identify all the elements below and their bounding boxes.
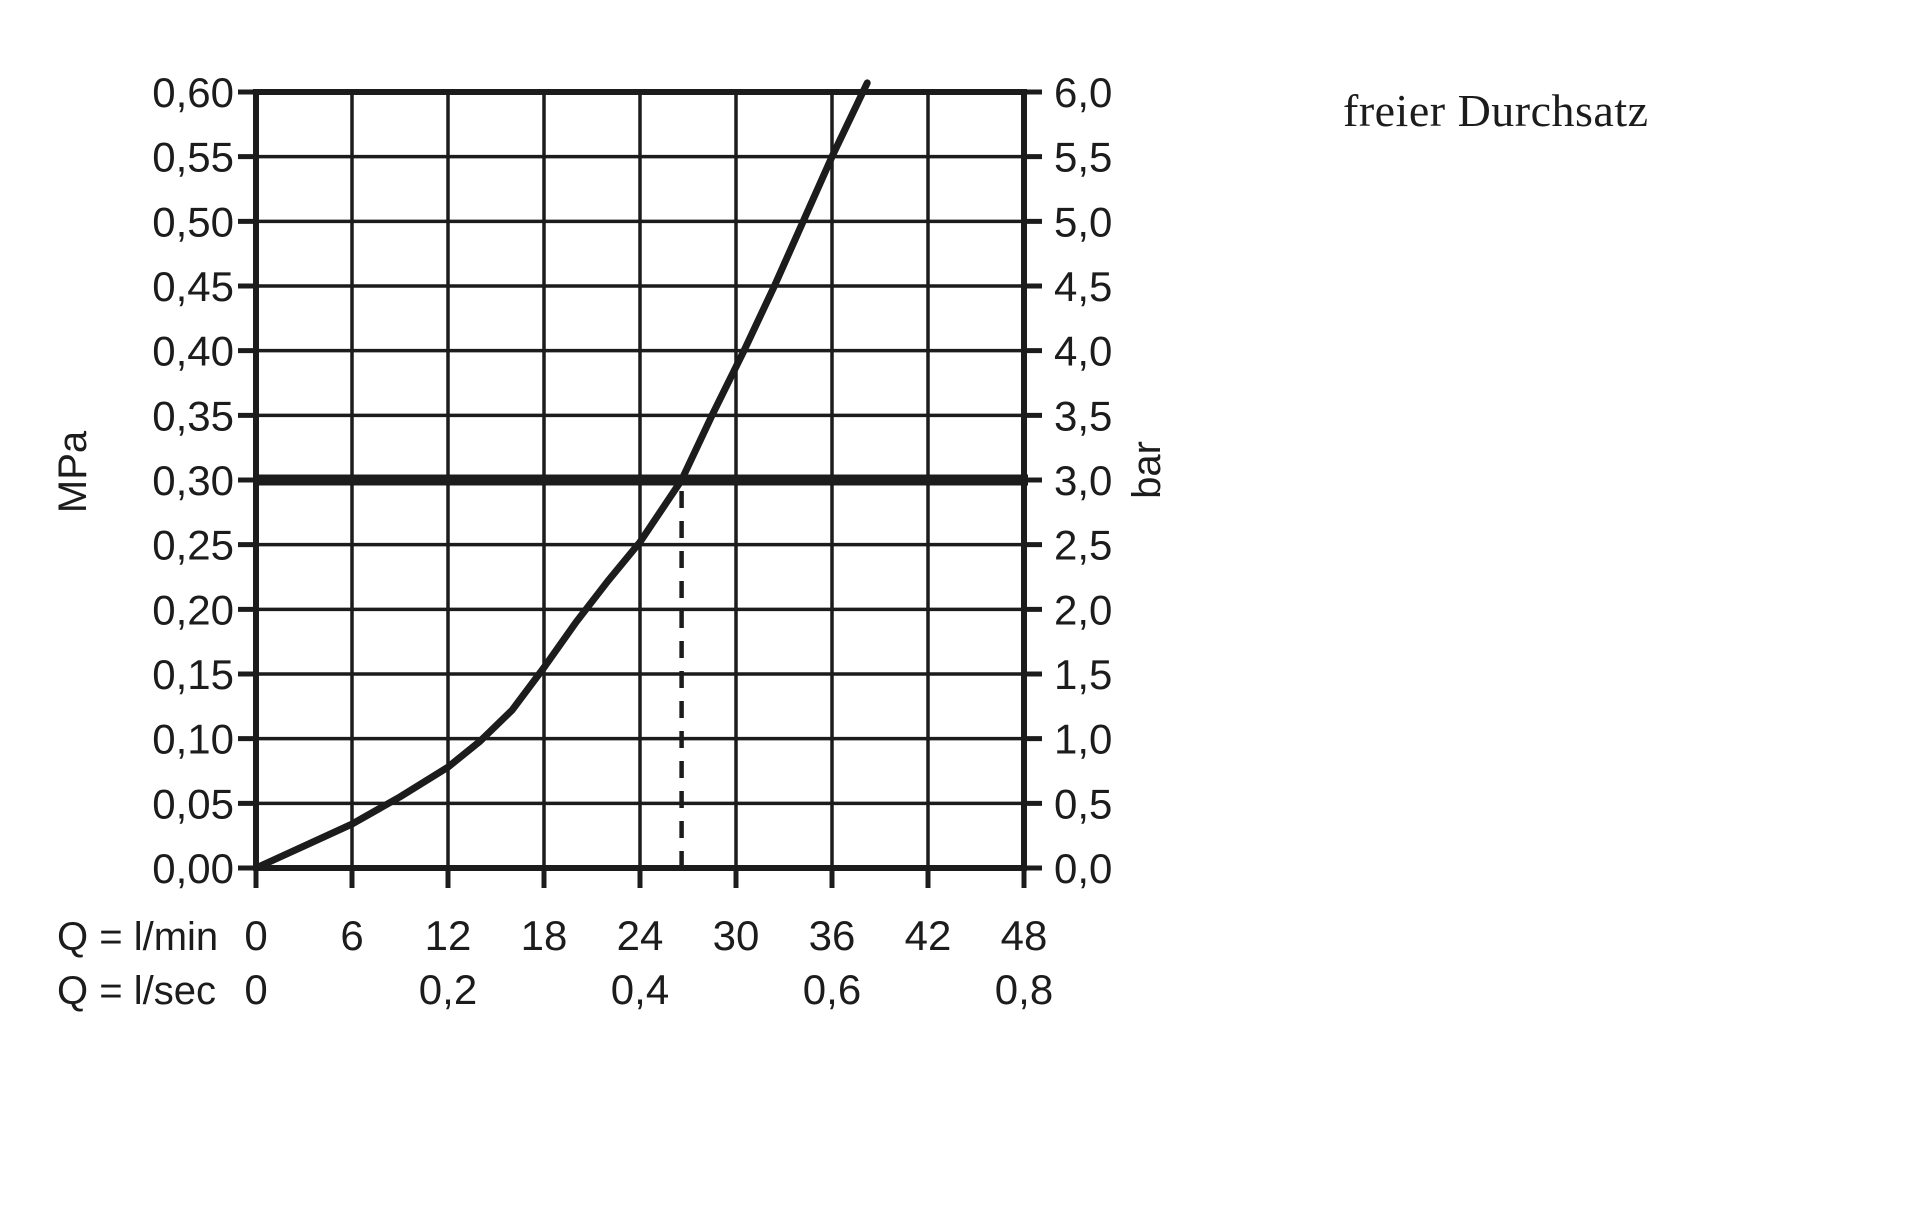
y-left-tick-label: 0,20 [152, 586, 234, 633]
y-left-tick-label: 0,10 [152, 716, 234, 763]
y-right-tick-label: 5,5 [1054, 134, 1112, 181]
y-right-tick-label: 4,0 [1054, 328, 1112, 375]
y-right-tick-label: 6,0 [1054, 69, 1112, 116]
x-sec-tick-label: 0,8 [995, 966, 1053, 1013]
y-right-tick-label: 4,5 [1054, 263, 1112, 310]
x-tick-label: 36 [809, 912, 856, 959]
x-sec-tick-label: 0,4 [611, 966, 669, 1013]
y-right-tick-label: 1,5 [1054, 651, 1112, 698]
y-right-axis-unit: bar [1125, 441, 1169, 499]
x-tick-label: 0 [244, 912, 267, 959]
y-right-tick-label: 5,0 [1054, 198, 1112, 245]
y-left-tick-label: 0,60 [152, 69, 234, 116]
x-tick-label: 42 [905, 912, 952, 959]
y-right-tick-label: 1,0 [1054, 716, 1112, 763]
y-left-tick-label: 0,40 [152, 328, 234, 375]
y-right-tick-label: 0,5 [1054, 780, 1112, 827]
x-sec-tick-label: 0,6 [803, 966, 861, 1013]
y-left-axis-unit: MPa [51, 430, 95, 513]
y-left-tick-label: 0,15 [152, 651, 234, 698]
x-tick-label: 18 [521, 912, 568, 959]
y-left-tick-label: 0,30 [152, 457, 234, 504]
x-tick-label: 48 [1001, 912, 1048, 959]
y-left-tick-label: 0,05 [152, 780, 234, 827]
x-tick-label: 24 [617, 912, 664, 959]
x-axis-unit-lsec: Q = l/sec [57, 969, 216, 1013]
y-left-tick-label: 0,55 [152, 134, 234, 181]
y-right-tick-label: 0,0 [1054, 845, 1112, 892]
flow-curve [252, 79, 871, 872]
y-left-tick-label: 0,00 [152, 845, 234, 892]
y-left-tick-label: 0,35 [152, 392, 234, 439]
y-right-tick-label: 3,0 [1054, 457, 1112, 504]
y-right-tick-label: 3,5 [1054, 392, 1112, 439]
x-tick-label: 6 [340, 912, 363, 959]
y-left-tick-label: 0,50 [152, 198, 234, 245]
y-right-tick-label: 2,0 [1054, 586, 1112, 633]
y-left-tick-label: 0,25 [152, 522, 234, 569]
chart-generated-layer: 0,000,050,100,150,200,250,300,350,400,45… [152, 69, 1112, 1013]
x-tick-label: 12 [425, 912, 472, 959]
y-left-tick-label: 0,45 [152, 263, 234, 310]
x-tick-label: 30 [713, 912, 760, 959]
x-sec-tick-label: 0 [244, 966, 267, 1013]
chart-title: freier Durchsatz [1343, 85, 1649, 136]
x-sec-tick-label: 0,2 [419, 966, 477, 1013]
x-axis-unit-lmin: Q = l/min [57, 915, 218, 959]
y-right-tick-label: 2,5 [1054, 522, 1112, 569]
